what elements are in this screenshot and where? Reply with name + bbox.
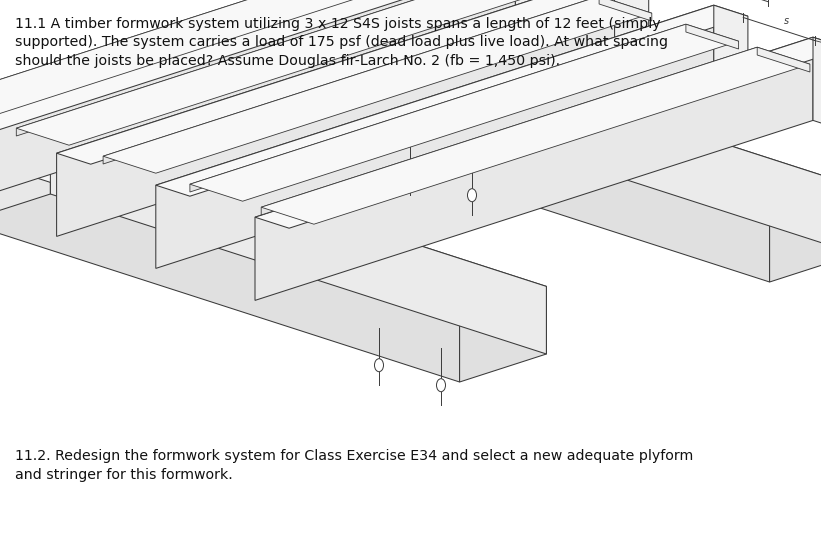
Polygon shape <box>0 127 547 314</box>
Polygon shape <box>57 0 649 164</box>
Polygon shape <box>273 26 821 214</box>
Polygon shape <box>16 0 512 136</box>
Polygon shape <box>273 54 769 282</box>
Polygon shape <box>50 127 547 354</box>
Polygon shape <box>0 127 50 222</box>
Polygon shape <box>0 0 549 132</box>
Polygon shape <box>57 0 615 237</box>
Ellipse shape <box>374 359 383 372</box>
Polygon shape <box>261 47 757 215</box>
Ellipse shape <box>467 189 476 201</box>
Text: s: s <box>784 16 789 26</box>
Polygon shape <box>156 5 713 268</box>
Polygon shape <box>0 0 481 118</box>
Polygon shape <box>16 0 565 145</box>
Polygon shape <box>190 24 739 201</box>
Ellipse shape <box>406 169 415 182</box>
Polygon shape <box>261 47 810 224</box>
Polygon shape <box>769 186 821 282</box>
Text: 11.1 A timber formwork system utilizing 3 x 12 S4S joists spans a length of 12 f: 11.1 A timber formwork system utilizing … <box>15 17 667 68</box>
Polygon shape <box>103 0 652 173</box>
Polygon shape <box>156 5 748 196</box>
Polygon shape <box>255 37 813 300</box>
Polygon shape <box>0 155 460 382</box>
Polygon shape <box>615 0 649 68</box>
Polygon shape <box>813 37 821 131</box>
Polygon shape <box>686 24 739 49</box>
Polygon shape <box>599 0 652 21</box>
Polygon shape <box>273 26 360 122</box>
Polygon shape <box>757 47 810 72</box>
Polygon shape <box>0 0 429 109</box>
Polygon shape <box>516 0 549 35</box>
Polygon shape <box>0 0 516 204</box>
Polygon shape <box>103 0 599 164</box>
Text: 11.2. Redesign the formwork system for Class Exercise E34 and select a new adequ: 11.2. Redesign the formwork system for C… <box>15 449 693 482</box>
Polygon shape <box>713 5 748 99</box>
Polygon shape <box>255 37 821 228</box>
Polygon shape <box>460 286 547 382</box>
Polygon shape <box>190 24 686 192</box>
Ellipse shape <box>437 379 446 392</box>
Polygon shape <box>360 26 821 254</box>
